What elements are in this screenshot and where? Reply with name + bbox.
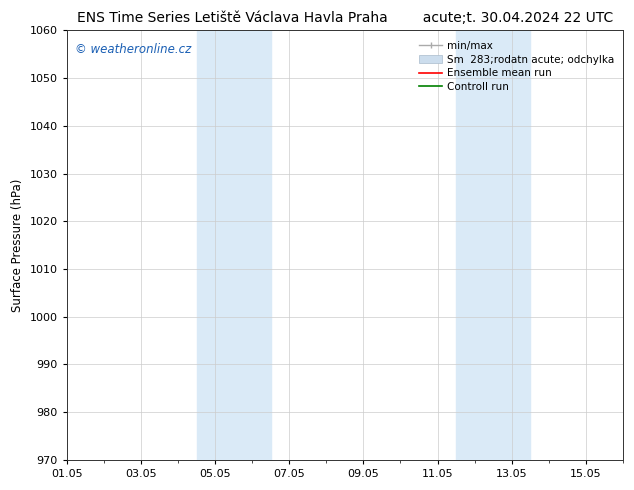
Bar: [456, 30, 530, 460]
Title: ENS Time Series Letiště Václava Havla Praha        acute;t. 30.04.2024 22 UTC: ENS Time Series Letiště Václava Havla Pr…: [77, 11, 613, 25]
Legend: min/max, Sm  283;rodatn acute; odchylka, Ensemble mean run, Controll run: min/max, Sm 283;rodatn acute; odchylka, …: [416, 38, 618, 95]
Y-axis label: Surface Pressure (hPa): Surface Pressure (hPa): [11, 178, 24, 312]
Text: © weatheronline.cz: © weatheronline.cz: [75, 43, 191, 56]
Bar: [197, 30, 271, 460]
